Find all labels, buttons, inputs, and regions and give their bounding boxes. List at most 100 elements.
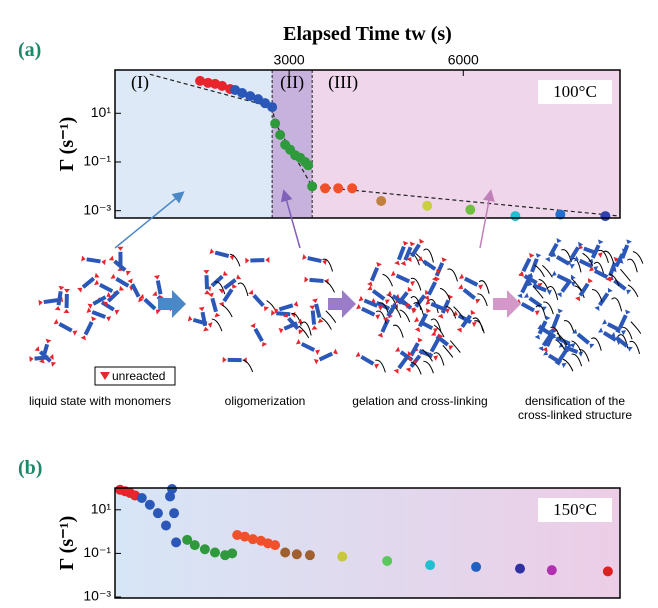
- monomer-end: [394, 293, 417, 314]
- monomer-end: [394, 240, 409, 266]
- monomer-end: [313, 348, 339, 365]
- monomer-rod: [440, 299, 451, 314]
- monomer-end: [187, 315, 213, 328]
- bond: [611, 297, 623, 312]
- pointer-arrow: [479, 189, 495, 249]
- plot-frame: [114, 69, 621, 219]
- monomer-end: [414, 308, 432, 333]
- monomer-end: [250, 323, 268, 347]
- data-point: [171, 537, 182, 548]
- data-point: [270, 118, 281, 129]
- monomer-end: [367, 261, 382, 287]
- monomer: [534, 315, 551, 340]
- data-point: [136, 492, 147, 503]
- monomer: [588, 265, 614, 283]
- bond: [538, 279, 550, 292]
- bond: [324, 279, 335, 293]
- monomer: [250, 323, 268, 347]
- bond: [632, 251, 644, 264]
- monomer-end: [414, 316, 439, 334]
- region: [272, 70, 313, 218]
- data-point: [510, 211, 521, 222]
- data-point: [217, 80, 228, 91]
- monomer: [309, 305, 318, 330]
- monomer-end: [423, 276, 441, 301]
- monomer: [80, 316, 97, 341]
- monomer-end: [515, 298, 540, 316]
- monomer-rod: [457, 313, 472, 324]
- monomer-end: [517, 274, 534, 299]
- data-point: [555, 209, 566, 220]
- data-point: [167, 483, 178, 494]
- data-point: [280, 547, 291, 558]
- bond: [534, 264, 545, 278]
- bond: [423, 360, 434, 374]
- region-label: (III): [328, 72, 358, 93]
- monomer-end: [34, 346, 57, 367]
- monomer-rod: [409, 342, 420, 357]
- monomer-rod: [278, 303, 294, 312]
- monomer: [54, 285, 65, 311]
- schematic-panel: [355, 238, 490, 375]
- bond: [211, 318, 223, 332]
- monomer: [367, 285, 391, 305]
- monomer-end: [556, 274, 576, 298]
- schematic-panel: [515, 238, 644, 372]
- monomer-end: [598, 327, 622, 346]
- data-point: [337, 551, 348, 562]
- monomer: [187, 315, 213, 328]
- y-tick-label: 10¹: [91, 104, 112, 120]
- monomer-end: [610, 332, 633, 352]
- bond: [622, 326, 633, 340]
- monomer: [153, 275, 165, 300]
- bond: [411, 361, 422, 375]
- bond: [542, 265, 553, 278]
- monomer-rod: [556, 273, 571, 284]
- bond: [298, 325, 310, 339]
- monomer-rod: [210, 274, 224, 288]
- monomer: [218, 283, 238, 307]
- y-tick-label: 10⁻¹: [83, 544, 111, 560]
- monomer-end: [39, 338, 52, 364]
- bond: [423, 248, 434, 263]
- monomer-rod: [155, 280, 163, 295]
- monomer: [295, 338, 321, 355]
- monomer: [602, 319, 627, 336]
- bond: [325, 310, 337, 324]
- data-point: [382, 555, 393, 566]
- monomer-rod: [91, 310, 107, 319]
- data-point: [425, 560, 436, 571]
- monomer-rod: [429, 338, 440, 353]
- monomer-end: [108, 255, 131, 276]
- monomer-rod: [214, 250, 230, 259]
- monomer-end: [110, 273, 135, 291]
- monomer: [458, 284, 481, 304]
- data-point: [232, 529, 243, 540]
- data-point: [144, 499, 155, 510]
- monomer: [610, 332, 633, 352]
- bond: [399, 309, 411, 323]
- data-point: [307, 181, 318, 192]
- monomer-end: [554, 342, 573, 366]
- monomer-end: [206, 270, 229, 292]
- data-point: [267, 102, 278, 113]
- bond: [532, 285, 544, 299]
- monomer: [102, 285, 125, 307]
- stage-label: gelation and cross-linking: [352, 394, 487, 408]
- monomer: [245, 256, 270, 264]
- monomer-rod: [528, 296, 543, 308]
- y-tick-label: 10⁻³: [83, 588, 111, 604]
- monomer: [617, 239, 632, 264]
- monomer-rod: [252, 294, 265, 308]
- monomer: [400, 241, 416, 266]
- data-point: [247, 534, 258, 545]
- bond: [221, 304, 233, 318]
- bond: [477, 293, 488, 307]
- monomer-end: [393, 350, 413, 374]
- monomer-rod: [86, 257, 101, 264]
- monomer-rod: [38, 350, 52, 363]
- monomer: [554, 342, 573, 366]
- monomer-end: [537, 324, 561, 343]
- monomer-rod: [576, 332, 590, 345]
